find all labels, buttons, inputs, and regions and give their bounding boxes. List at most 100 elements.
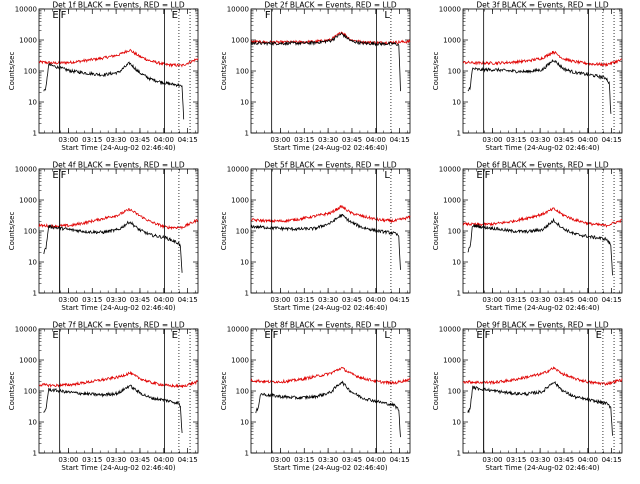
x-axis-label: Start Time (24-Aug-02 02:46:40): [273, 304, 387, 312]
y-tick-label: 10: [28, 419, 37, 427]
chart-panel-2: Det 2f BLACK = Events, RED = LLD 1 10 100 10…: [220, 1, 411, 152]
y-axis-label: Counts/sec: [220, 212, 228, 251]
marker-label: E: [52, 170, 58, 181]
lld-series-line: [462, 207, 622, 228]
x-tick-label: 04:15: [390, 296, 410, 304]
y-tick-label: 10000: [15, 326, 37, 334]
chart-title: Det 1f BLACK = Events, RED = LLD: [52, 1, 185, 10]
chart-title: Det 6f BLACK = Events, RED = LLD: [476, 161, 609, 170]
y-tick-label: 1000: [19, 197, 37, 205]
x-tick-label: 03:45: [554, 456, 574, 464]
y-tick-label: 100: [24, 388, 37, 396]
y-tick-label: 1: [245, 450, 249, 458]
x-tick-label: 03:15: [82, 456, 102, 464]
y-tick-label: 1000: [443, 37, 461, 45]
chart-panel-7: Det 7f BLACK = Events, RED = LLD 1 10 100 10…: [8, 321, 199, 472]
lld-series-line: [38, 370, 199, 388]
plot-frame: [250, 328, 411, 454]
x-tick-label: 03:45: [342, 296, 362, 304]
y-axis-label: Counts/sec: [432, 212, 440, 251]
x-tick-label: 03:15: [294, 296, 314, 304]
y-tick-label: 10000: [439, 6, 461, 14]
plot-frame: [250, 168, 411, 294]
marker-label: L: [384, 10, 390, 21]
y-tick-label: 10000: [227, 166, 249, 174]
events-series-line: [255, 380, 401, 438]
y-tick-label: 10: [452, 419, 461, 427]
marker-label: E: [172, 330, 178, 341]
x-tick-label: 03:30: [106, 136, 126, 144]
y-tick-label: 1000: [231, 197, 249, 205]
chart-title: Det 8f BLACK = Events, RED = LLD: [264, 321, 397, 330]
marker-label: E: [172, 10, 178, 21]
lld-series-line: [38, 208, 199, 231]
y-axis-label: Counts/sec: [8, 372, 16, 411]
y-tick-label: 100: [448, 68, 461, 76]
y-tick-label: 1000: [443, 357, 461, 365]
events-series-line: [43, 220, 183, 273]
x-tick-label: 03:30: [530, 296, 550, 304]
y-tick-label: 1000: [443, 197, 461, 205]
lld-series-line: [462, 50, 623, 68]
y-tick-label: 10000: [15, 6, 37, 14]
y-axis-label: Counts/sec: [8, 52, 16, 91]
x-tick-label: 03:45: [342, 456, 362, 464]
marker-label: E: [476, 330, 482, 341]
y-tick-label: 1: [457, 450, 461, 458]
y-axis-label: Counts/sec: [220, 52, 228, 91]
y-tick-label: 100: [236, 388, 249, 396]
chart-panel-4: Det 4f BLACK = Events, RED = LLD 1 10 100 10…: [8, 161, 199, 312]
y-axis-label: Counts/sec: [8, 212, 16, 251]
marker-label: F: [61, 170, 67, 181]
x-tick-label: 03:00: [58, 296, 78, 304]
events-series-line: [467, 217, 613, 276]
plot-frame: [38, 168, 199, 294]
y-tick-label: 10: [28, 99, 37, 107]
x-tick-label: 03:30: [318, 136, 338, 144]
lld-series-line: [462, 366, 623, 386]
y-tick-label: 10: [452, 99, 461, 107]
x-tick-label: 03:00: [482, 456, 502, 464]
y-tick-label: 100: [24, 228, 37, 236]
y-tick-label: 1: [33, 130, 37, 138]
y-tick-label: 100: [448, 388, 461, 396]
x-tick-label: 04:15: [602, 456, 622, 464]
y-tick-label: 1: [245, 130, 249, 138]
marker-label: E: [52, 10, 58, 21]
y-tick-label: 1000: [231, 357, 249, 365]
x-tick-label: 03:00: [482, 136, 502, 144]
x-tick-label: 04:00: [154, 456, 174, 464]
x-tick-label: 04:15: [390, 136, 410, 144]
x-axis-label: Start Time (24-Aug-02 02:46:40): [485, 464, 599, 472]
marker-label: F: [485, 330, 491, 341]
x-tick-label: 03:45: [130, 136, 150, 144]
events-series-line: [250, 32, 401, 92]
x-tick-label: 04:15: [178, 296, 198, 304]
y-tick-label: 10000: [439, 166, 461, 174]
x-tick-label: 03:30: [106, 296, 126, 304]
x-axis-label: Start Time (24-Aug-02 02:46:40): [485, 304, 599, 312]
x-tick-label: 03:30: [318, 456, 338, 464]
x-tick-label: 03:30: [106, 456, 126, 464]
y-tick-label: 100: [448, 228, 461, 236]
x-tick-label: 04:15: [178, 136, 198, 144]
y-tick-label: 10000: [439, 326, 461, 334]
lld-series-line: [250, 204, 411, 224]
x-tick-label: 04:00: [366, 456, 386, 464]
marker-label: E: [264, 330, 270, 341]
y-tick-label: 100: [236, 68, 249, 76]
x-tick-label: 03:45: [554, 296, 574, 304]
x-tick-label: 04:15: [602, 136, 622, 144]
x-tick-label: 03:15: [82, 296, 102, 304]
x-tick-label: 03:15: [506, 296, 526, 304]
x-tick-label: 03:15: [82, 136, 102, 144]
chart-panel-3: Det 3f BLACK = Events, RED = LLD 1 10 100 10…: [432, 1, 623, 152]
x-tick-label: 03:45: [130, 296, 150, 304]
x-axis-label: Start Time (24-Aug-02 02:46:40): [61, 464, 175, 472]
y-tick-label: 1: [33, 450, 37, 458]
x-tick-label: 04:00: [366, 136, 386, 144]
lld-series-line: [38, 48, 199, 68]
events-series-line: [467, 58, 612, 114]
chart-title: Det 9f BLACK = Events, RED = LLD: [476, 321, 609, 330]
